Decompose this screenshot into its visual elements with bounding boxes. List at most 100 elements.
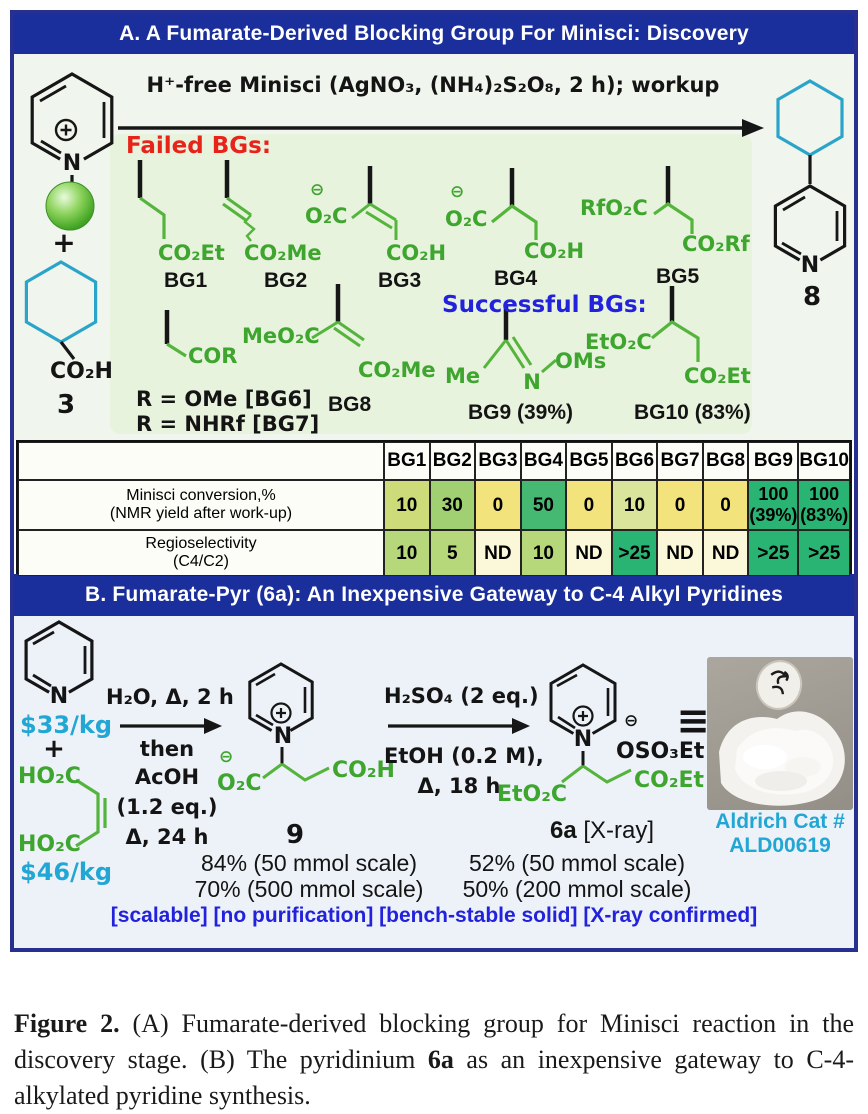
bg8-ester-right-label: CO₂Me xyxy=(358,358,436,382)
step2-solvent: EtOH (0.2 M), xyxy=(384,744,544,768)
caption-body-1: (A) Fumarate-derived blocking group for … xyxy=(14,1009,854,1074)
minisci-conditions: H⁺-free Minisci (AgNO₃, (NH₄)₂S₂O₈, 2 h)… xyxy=(146,73,720,97)
table-cell: 10 xyxy=(611,480,658,530)
row2-label-line2: (C4/C2) xyxy=(172,553,229,570)
pyridine-price: $33/kg xyxy=(20,711,113,739)
table-cell: ND xyxy=(475,530,521,576)
equivalence-icon: ≡ xyxy=(676,698,710,744)
compound-6a-yield-1: 52% (50 mmol scale) xyxy=(468,850,686,876)
step1-equiv: (1.2 eq.) xyxy=(116,795,218,819)
table-cell: 0 xyxy=(702,480,749,530)
plus-sign-a: + xyxy=(52,226,76,259)
compound-9-number: 9 xyxy=(285,820,305,850)
table-cell: >25 xyxy=(748,530,799,576)
figure-caption: Figure 2. (A) Fumarate-derived blocking … xyxy=(14,1006,854,1114)
panel-b-title: B. Fumarate-Pyr (6a): An Inexpensive Gat… xyxy=(84,583,784,606)
bg67-group-label: COR xyxy=(188,344,238,368)
bg4-acid-label: CO₂H xyxy=(524,239,585,263)
compound-9-yield-2: 70% (500 mmol scale) xyxy=(194,876,424,902)
substrate-acid-label: CO₂H xyxy=(50,359,113,384)
bg8-ester-left-label: MeO₂C xyxy=(242,324,320,348)
table-cell: 100 (39%) xyxy=(748,480,799,530)
bg6-r-definition: R = OMe [BG6] xyxy=(136,387,312,411)
fumarate-acid-top-label: HO₂C xyxy=(18,764,81,789)
bottle-cap xyxy=(755,660,803,710)
plus-sign-b: + xyxy=(43,734,65,764)
successful-bgs-label: Successful BGs: xyxy=(442,292,647,318)
failed-bgs-label: Failed BGs: xyxy=(126,133,272,159)
compound-6a-n-label: N xyxy=(573,727,593,752)
table-cell: ND xyxy=(702,530,749,576)
step1-acoh: AcOH xyxy=(134,765,200,789)
bg3-acid-label: CO₂H xyxy=(386,241,447,265)
bg4-carboxylate-label: O₂C xyxy=(445,207,488,231)
compound-6a-ester-left-label: EtO₂C xyxy=(497,782,568,807)
bg4-label: BG4 xyxy=(494,267,538,290)
bg9-oms-label: OMs xyxy=(555,349,607,373)
table-row2-label: Regioselectivity (C4/C2) xyxy=(18,530,384,576)
bg1-ester-label: CO₂Et xyxy=(158,241,225,265)
row1-label-line2: (NMR yield after work-up) xyxy=(109,505,293,522)
step2-time: Δ, 18 h xyxy=(417,774,501,798)
table-cell: 0 xyxy=(566,480,612,530)
bg10-ester-left-label: EtO₂C xyxy=(585,330,652,354)
table-cell: >25 xyxy=(798,530,850,576)
aldrich-cat-line2: ALD00619 xyxy=(729,834,831,857)
compound-9-carboxylate-label: O₂C xyxy=(217,771,262,796)
bg10-label: BG10 (83%) xyxy=(634,401,751,424)
bg3-minus-icon: ⊖ xyxy=(310,180,325,200)
panel-a-title: A. A Fumarate-Derived Blocking Group For… xyxy=(119,22,749,45)
bg1-label: BG1 xyxy=(164,269,208,292)
figure-2-graphic: A. A Fumarate-Derived Blocking Group For… xyxy=(10,10,858,952)
table-cell: 0 xyxy=(657,480,703,530)
aldrich-cat-line1: Aldrich Cat # xyxy=(715,810,845,833)
bg2-ester-label: CO₂Me xyxy=(244,241,322,265)
compound-9-n-label: N xyxy=(273,724,293,749)
table-cell: ND xyxy=(566,530,612,576)
bg9-label: BG9 (39%) xyxy=(468,401,574,424)
table-header-bg3: BG3 xyxy=(475,442,521,480)
table-cell: 50 xyxy=(520,480,567,530)
table-cell: >25 xyxy=(611,530,658,576)
table-cell: 30 xyxy=(429,480,476,530)
compound-6a-yield-2: 50% (200 mmol scale) xyxy=(462,876,692,902)
bg5-ester-left-label: RfO₂C xyxy=(580,196,648,220)
table-header-bg9: BG9 xyxy=(748,442,799,480)
compound-8-number: 8 xyxy=(802,282,822,312)
table-row1-label: Minisci conversion,% (NMR yield after wo… xyxy=(18,480,384,530)
compound-3-number: 3 xyxy=(56,390,76,420)
table-corner-cell xyxy=(18,442,384,480)
bg10-ester-right-label: CO₂Et xyxy=(684,364,751,388)
bg9-me-label: Me xyxy=(445,364,481,388)
bg5-label: BG5 xyxy=(656,265,700,288)
bg7-r-definition: R = NHRf [BG7] xyxy=(136,412,320,436)
step2-conditions-above: H₂SO₄ (2 eq.) xyxy=(384,684,539,708)
powder-sample-photo xyxy=(707,657,853,810)
caption-figure-number: Figure 2. xyxy=(14,1009,120,1038)
table-header-bg10: BG10 xyxy=(798,442,850,480)
fumarate-acid-bottom-label: HO₂C xyxy=(18,832,81,857)
table-header-bg1: BG1 xyxy=(384,442,430,480)
bg-region-background xyxy=(110,134,752,434)
compound-6a-minus-icon: ⊖ xyxy=(624,711,639,731)
caption-body-2: as an inexpensive gateway to C-4-alkylat… xyxy=(14,1044,854,1110)
compound-6a-number-line: 6a [X-ray] xyxy=(527,817,677,845)
minisci-results-table: BG1 BG2 BG3 BG4 BG5 BG6 BG7 BG8 BG9 BG10… xyxy=(16,440,852,576)
table-cell: 10 xyxy=(384,530,430,576)
table-cell: 5 xyxy=(429,530,476,576)
caption-compound-6a: 6a xyxy=(427,1044,454,1074)
pyridine-b-n-label: N xyxy=(49,684,69,709)
substrate-n-label: N xyxy=(62,151,82,176)
table-cell: 0 xyxy=(475,480,521,530)
compound-6a-ester-right-label: CO₂Et xyxy=(634,768,705,793)
table-header-bg5: BG5 xyxy=(566,442,612,480)
bg5-ester-right-label: CO₂Rf xyxy=(682,232,750,256)
table-cell: 100 (83%) xyxy=(798,480,850,530)
bg9-n-label: N xyxy=(523,370,541,394)
compound-9-acid-label: CO₂H xyxy=(332,758,395,783)
compound-6a-counterion-label: OSO₃Et xyxy=(616,739,705,764)
compound-9-minus-icon: ⊖ xyxy=(219,747,234,767)
table-header-bg6: BG6 xyxy=(611,442,658,480)
bg4-minus-icon: ⊖ xyxy=(450,182,465,202)
